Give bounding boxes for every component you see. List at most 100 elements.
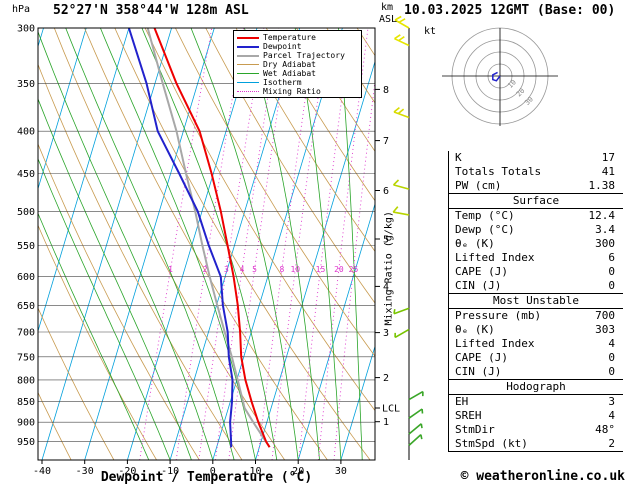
panel-row-label: EH bbox=[455, 395, 469, 408]
panel-section-header: Hodograph bbox=[449, 379, 623, 395]
wind-barbs bbox=[392, 15, 424, 446]
panel-row: StmSpd (kt) 2 bbox=[449, 437, 623, 451]
svg-text:900: 900 bbox=[17, 418, 35, 429]
svg-text:850: 850 bbox=[17, 397, 35, 408]
svg-text:400: 400 bbox=[17, 127, 35, 138]
svg-text:8: 8 bbox=[279, 265, 284, 274]
svg-text:650: 650 bbox=[17, 301, 35, 312]
isotherm-lines bbox=[38, 28, 375, 460]
svg-text:5: 5 bbox=[383, 235, 389, 246]
isobar-lines bbox=[38, 28, 375, 442]
legend-item-label: Mixing Ratio bbox=[263, 87, 321, 96]
panel-row-value: 0 bbox=[608, 279, 615, 292]
svg-text:30: 30 bbox=[335, 466, 347, 477]
wind-barb bbox=[394, 328, 410, 339]
wind-barb bbox=[393, 106, 410, 119]
panel-row-value: 0 bbox=[608, 365, 615, 378]
svg-text:300: 300 bbox=[17, 24, 35, 35]
legend-item-label: Isotherm bbox=[263, 78, 302, 87]
wind-barb bbox=[394, 34, 410, 47]
svg-text:2: 2 bbox=[383, 373, 389, 384]
grid-lines bbox=[38, 28, 375, 460]
wind-barb bbox=[394, 15, 410, 29]
temperature-curve bbox=[153, 28, 271, 448]
x-axis-title: Dewpoint / Temperature (°C) bbox=[100, 470, 313, 485]
panel-row-label: CAPE (J) bbox=[455, 265, 508, 278]
svg-text:5: 5 bbox=[252, 265, 257, 274]
legend-item-label: Temperature bbox=[263, 33, 316, 42]
svg-text:500: 500 bbox=[17, 207, 35, 218]
svg-text:-40: -40 bbox=[33, 466, 51, 477]
panel-row-value: 1.38 bbox=[588, 179, 616, 192]
panel-row: CAPE (J) 0 bbox=[449, 351, 623, 365]
svg-text:1: 1 bbox=[168, 265, 173, 274]
svg-text:4: 4 bbox=[240, 265, 245, 274]
hodograph-ring-label: 30 bbox=[523, 95, 535, 107]
panel-section-header: Surface bbox=[449, 193, 623, 209]
svg-text:6: 6 bbox=[383, 186, 389, 197]
wind-barb bbox=[408, 390, 424, 401]
panel-row: Temp (°C) 12.4 bbox=[449, 209, 623, 223]
panel-row-value: 48° bbox=[595, 423, 615, 436]
panel-row: CIN (J) 0 bbox=[449, 365, 623, 379]
svg-text:-10: -10 bbox=[161, 466, 179, 477]
mixing-ratio-value-labels: 1 2 3 4 5 8 10 15 20 25 bbox=[168, 265, 358, 274]
legend-swatch bbox=[237, 45, 259, 48]
sounding-curves bbox=[127, 28, 271, 448]
svg-text:350: 350 bbox=[17, 79, 35, 90]
svg-text:450: 450 bbox=[17, 169, 35, 180]
legend-swatch bbox=[237, 91, 259, 92]
km-axis-unit-label: km bbox=[381, 2, 394, 13]
panel-row-label: K bbox=[455, 151, 462, 164]
panel-row: Lifted Index 6 bbox=[449, 251, 623, 265]
mixing-ratio-axis-title: Mixing Ratio (g/kg) bbox=[383, 211, 395, 326]
panel-row: θₑ (K) 300 bbox=[449, 237, 623, 251]
legend-item: Temperature bbox=[234, 33, 361, 42]
legend-item: Parcel Trajectory bbox=[234, 51, 361, 60]
indices-panel: K 17 Totals Totals 41 PW (cm) 1.38 Surface Temp… bbox=[448, 151, 623, 452]
panel-row-label: Temp (°C) bbox=[455, 209, 515, 222]
legend-swatch bbox=[237, 73, 259, 74]
wind-barb bbox=[392, 206, 410, 216]
svg-text:4: 4 bbox=[383, 282, 389, 293]
parcel-trajectory-curve bbox=[146, 28, 271, 448]
svg-text:550: 550 bbox=[17, 241, 35, 252]
panel-row-label: Totals Totals bbox=[455, 165, 542, 178]
panel-row-value: 3 bbox=[608, 395, 615, 408]
panel-row: EH 3 bbox=[449, 395, 623, 409]
svg-text:-30: -30 bbox=[76, 466, 94, 477]
lcl-label: LCL bbox=[382, 404, 400, 415]
panel-row: PW (cm) 1.38 bbox=[449, 179, 623, 193]
panel-row-label: PW (cm) bbox=[455, 179, 502, 192]
panel-row-label: Dewp (°C) bbox=[455, 223, 515, 236]
km-tick-labels: 1 2 3 4 5 6 7 8 bbox=[375, 85, 389, 428]
panel-row: θₑ (K) 303 bbox=[449, 323, 623, 337]
svg-text:3: 3 bbox=[224, 265, 229, 274]
dewpoint-curve bbox=[127, 28, 234, 448]
svg-text:15: 15 bbox=[316, 265, 326, 274]
svg-text:-20: -20 bbox=[118, 466, 136, 477]
panel-row-value: 41 bbox=[601, 165, 615, 178]
legend-item: Dewpoint bbox=[234, 42, 361, 51]
svg-text:750: 750 bbox=[17, 352, 35, 363]
pressure-tick-labels: 300 350 400 450 500 550 600 650 700 750 800 850 900 9… bbox=[17, 24, 35, 449]
legend-item: Isotherm bbox=[234, 78, 361, 87]
panel-row-label: StmDir bbox=[455, 423, 495, 436]
svg-text:950: 950 bbox=[17, 437, 35, 448]
panel-row-label: θₑ (K) bbox=[455, 323, 495, 336]
panel-row: StmDir 48° bbox=[449, 423, 623, 437]
panel-row-label: StmSpd (kt) bbox=[455, 437, 528, 450]
svg-text:800: 800 bbox=[17, 375, 35, 386]
panel-row: Dewp (°C) 3.4 bbox=[449, 223, 623, 237]
svg-text:10: 10 bbox=[290, 265, 300, 274]
panel-row-label: CIN (J) bbox=[455, 365, 502, 378]
legend-swatch bbox=[237, 36, 259, 39]
panel-row-value: 2 bbox=[608, 437, 615, 450]
panel-row-value: 0 bbox=[608, 265, 615, 278]
svg-text:25: 25 bbox=[349, 265, 359, 274]
panel-row-value: 17 bbox=[601, 151, 615, 164]
datetime-title: 10.03.2025 12GMT (Base: 00) bbox=[404, 3, 616, 18]
